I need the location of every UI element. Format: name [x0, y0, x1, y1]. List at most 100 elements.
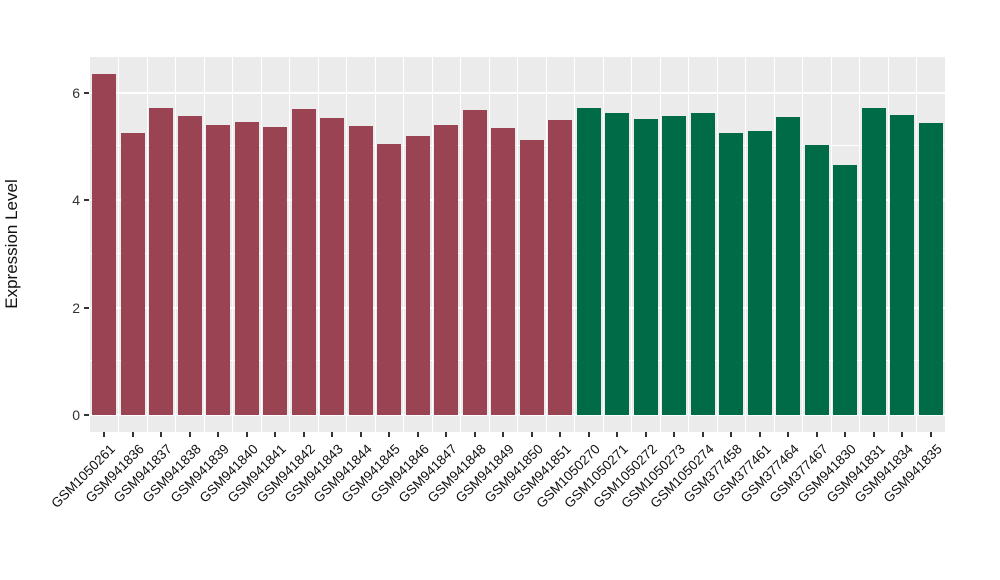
y-tick-label-4: 4: [72, 192, 80, 208]
y-tick-label-6: 6: [72, 84, 80, 101]
gridline-vertical-13: [460, 57, 461, 432]
gridline-vertical-3: [175, 57, 176, 432]
gridline-vertical-21: [688, 57, 689, 432]
gridline-vertical-18: [602, 57, 604, 432]
x-tick-mark-GSM1050273: [673, 432, 676, 437]
bar-GSM941839: [206, 124, 231, 415]
y-tick-mark-4: [84, 199, 89, 201]
bar-GSM941849: [491, 127, 516, 415]
x-tick-mark-GSM941842: [302, 432, 305, 437]
x-tick-mark-GSM1050271: [616, 432, 619, 437]
gridline-vertical-22: [716, 57, 718, 432]
x-tick-mark-GSM941851: [559, 432, 562, 437]
bar-GSM1050273: [662, 116, 687, 415]
gridline-vertical-9: [346, 57, 347, 432]
gridline-vertical-28: [887, 57, 889, 432]
gridline-vertical-29: [916, 57, 917, 432]
x-tick-mark-GSM941834: [901, 432, 904, 437]
bar-GSM941845: [377, 144, 402, 415]
bar-GSM377461: [747, 130, 772, 415]
bar-GSM377458: [719, 132, 744, 415]
bar-GSM941835: [918, 122, 943, 415]
x-tick-mark-GSM941836: [131, 432, 134, 437]
y-tick-label-0: 0: [72, 407, 80, 423]
x-tick-mark-GSM941849: [502, 432, 505, 437]
bar-GSM941850: [519, 139, 544, 415]
gridline-vertical-2: [146, 57, 148, 432]
gridline-vertical-25: [802, 57, 803, 432]
gridline-vertical-8: [317, 57, 319, 432]
bar-GSM941830: [833, 164, 858, 415]
x-tick-mark-GSM1050270: [587, 432, 590, 437]
bar-GSM1050261: [92, 74, 117, 415]
x-tick-mark-GSM941837: [160, 432, 163, 437]
gridline-vertical-1: [118, 57, 119, 432]
bar-GSM941843: [320, 118, 345, 415]
x-tick-mark-GSM941848: [473, 432, 476, 437]
bar-GSM1050272: [633, 119, 658, 415]
x-tick-mark-GSM941850: [530, 432, 533, 437]
bar-GSM1050270: [576, 107, 601, 415]
bar-GSM941841: [263, 127, 288, 415]
gridline-vertical-11: [403, 57, 404, 432]
x-tick-mark-GSM941843: [331, 432, 334, 437]
gridline-vertical-20: [659, 57, 661, 432]
gridline-vertical-6: [260, 57, 262, 432]
bar-GSM941837: [149, 108, 174, 415]
gridline-vertical-5: [232, 57, 233, 432]
bar-GSM941851: [548, 120, 573, 415]
x-tick-mark-GSM377467: [815, 432, 818, 437]
x-tick-mark-GSM941845: [388, 432, 391, 437]
gridline-vertical-10: [374, 57, 376, 432]
gridline-vertical-14: [488, 57, 490, 432]
gridline-vertical-4: [203, 57, 205, 432]
y-tick-label-2: 2: [72, 299, 80, 316]
gridline-vertical-7: [289, 57, 290, 432]
gridline-vertical-16: [545, 57, 547, 432]
x-tick-mark-GSM941839: [217, 432, 220, 437]
y-tick-mark-2: [84, 306, 89, 309]
y-tick-mark-6: [84, 91, 89, 94]
x-tick-mark-GSM1050274: [701, 432, 704, 437]
x-tick-mark-GSM941831: [872, 432, 875, 437]
bar-GSM377464: [776, 116, 801, 415]
bar-GSM941836: [120, 132, 145, 415]
y-tick-mark-0: [84, 414, 89, 416]
x-tick-mark-GSM941846: [416, 432, 419, 437]
x-tick-mark-GSM941844: [359, 432, 362, 437]
bar-GSM941848: [462, 110, 487, 415]
x-tick-mark-GSM1050261: [103, 432, 106, 437]
bar-GSM941838: [177, 115, 202, 415]
x-tick-mark-GSM941847: [445, 432, 448, 437]
bar-GSM941831: [861, 107, 886, 415]
bar-GSM1050274: [690, 113, 715, 415]
bar-GSM1050271: [605, 113, 630, 415]
y-axis-title: Expression Level: [2, 179, 21, 309]
gridline-vertical-27: [859, 57, 860, 432]
bar-GSM941834: [890, 115, 915, 415]
gridline-vertical-24: [773, 57, 775, 432]
x-tick-mark-GSM941835: [929, 432, 932, 437]
x-tick-mark-GSM941830: [844, 432, 847, 437]
gridline-vertical-17: [574, 57, 575, 432]
gridline-vertical-15: [517, 57, 518, 432]
x-tick-mark-GSM1050272: [644, 432, 647, 437]
x-tick-mark-GSM377458: [730, 432, 733, 437]
bar-GSM377467: [804, 145, 829, 415]
x-tick-mark-GSM377464: [787, 432, 790, 437]
bar-GSM941844: [348, 126, 373, 415]
bar-GSM941842: [291, 108, 316, 415]
x-tick-mark-GSM377461: [758, 432, 761, 437]
gridline-vertical-12: [431, 57, 433, 432]
gridline-vertical-19: [631, 57, 632, 432]
bar-GSM941846: [405, 136, 430, 415]
gridline-vertical-23: [745, 57, 746, 432]
x-tick-mark-GSM941840: [245, 432, 248, 437]
bar-GSM941840: [234, 121, 259, 415]
x-tick-mark-GSM941841: [274, 432, 277, 437]
x-tick-mark-GSM941838: [188, 432, 191, 437]
bar-GSM941847: [434, 125, 459, 415]
plot-panel: [90, 57, 945, 432]
gridline-vertical-26: [830, 57, 832, 432]
